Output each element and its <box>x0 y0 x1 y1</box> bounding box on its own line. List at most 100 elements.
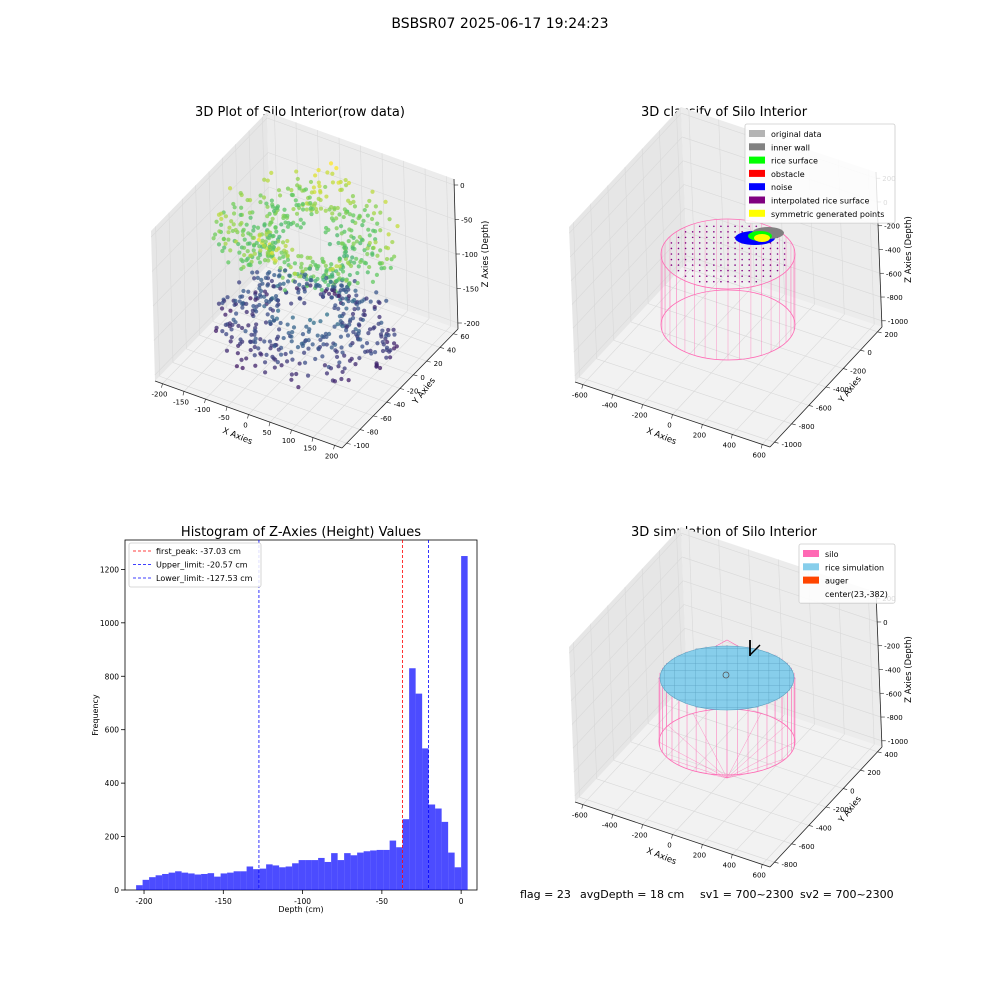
plot1-point <box>258 248 263 253</box>
plot2-x-tick-label: 200 <box>693 431 706 439</box>
plot2-legend-swatch <box>749 143 765 151</box>
plot2-interp-point <box>734 242 736 244</box>
plot2-interp-point <box>713 236 715 239</box>
plot2-interp-point <box>720 247 722 250</box>
plot1-point <box>239 220 244 226</box>
plot1-point <box>279 352 284 357</box>
plot1-point <box>370 189 375 194</box>
plot2-interp-point <box>670 258 673 261</box>
plot-classify-3d: 3D classify of Silo Interior -600 -400 -200… <box>569 105 914 459</box>
plot3-bar <box>266 864 273 890</box>
plot2-x-tick <box>671 414 673 419</box>
plot1-point <box>253 290 258 295</box>
plot2-z-axis-label: Z Axies (Depth) <box>904 216 914 283</box>
plot1-point <box>356 264 361 269</box>
plot1-point <box>302 350 307 355</box>
plot1-point <box>269 170 274 175</box>
plot1-point <box>216 301 222 306</box>
plot1-point <box>251 224 257 229</box>
plot-raw-3d: 3D Plot of Silo Interior(row data)-200-1… <box>150 105 491 460</box>
plot3-bar <box>188 873 195 890</box>
plot1-point <box>374 290 379 295</box>
plot1-point <box>358 337 363 342</box>
plot4-title: 3D simulation of Silo Interior <box>631 525 818 540</box>
plot1-point <box>328 161 334 166</box>
plot2-grid-z <box>569 136 683 258</box>
plot2-interp-point <box>727 264 729 266</box>
plot1-point <box>236 241 241 247</box>
plot1-point <box>273 240 278 245</box>
plot2-interp-point <box>727 242 729 244</box>
plot1-point <box>308 283 313 288</box>
plot1-point <box>303 187 309 192</box>
plot1-point <box>377 314 382 320</box>
plot1-point <box>323 208 328 213</box>
plot2-grid-z <box>686 255 882 322</box>
plot1-point <box>291 325 297 330</box>
plot1-y-tick <box>413 374 418 377</box>
plot4-x-tick <box>701 844 703 849</box>
plot1-point <box>289 372 294 377</box>
plot2-interp-point <box>698 264 701 266</box>
plot1-point <box>275 283 280 289</box>
plot1-point <box>336 180 341 185</box>
plot1-grid-y <box>266 266 454 335</box>
plot2-interp-point <box>783 253 786 255</box>
plot1-point <box>248 339 253 345</box>
plot3-legend-box <box>128 542 262 588</box>
plot3-bar <box>136 885 143 890</box>
plot1-point <box>240 232 246 238</box>
plot1-point <box>351 213 356 218</box>
plot1-point <box>346 198 351 203</box>
plot1-point <box>345 260 351 265</box>
plot2-legend-swatch <box>749 130 765 137</box>
plot4-grid-y <box>665 704 861 771</box>
plot1-point <box>273 294 279 299</box>
plot1-grid-y <box>159 375 347 444</box>
plot2-interp-point <box>783 247 786 250</box>
plot1-point <box>350 311 356 317</box>
plot1-point <box>326 227 331 232</box>
plot1-point <box>344 278 349 283</box>
plot1-point <box>340 369 345 375</box>
plot2-interp-point <box>698 231 701 233</box>
plot2-interp-point <box>677 258 680 261</box>
plot1-point <box>294 286 300 291</box>
plot1-point <box>228 248 233 253</box>
plot1-point <box>300 343 305 349</box>
plot1-point <box>366 331 371 336</box>
plot1-point <box>298 296 303 301</box>
plot3-bar <box>402 819 410 890</box>
plot2-x-tick-label: 0 <box>667 422 671 430</box>
plot1-point <box>216 242 222 247</box>
plot1-point <box>324 342 329 347</box>
plot1-grid-y <box>186 348 374 417</box>
plot1-point <box>350 219 355 224</box>
plot2-interp-point <box>684 269 687 272</box>
plot1-point <box>394 344 399 349</box>
plot1-point <box>300 332 306 337</box>
plot1-point <box>339 345 344 350</box>
plot1-point <box>217 229 222 234</box>
plot2-interp-point <box>734 225 736 228</box>
plot2-legend-swatch <box>749 196 765 204</box>
plot1-point <box>279 222 284 227</box>
plot1-point <box>307 195 312 200</box>
plot1-point <box>280 275 285 280</box>
plot3-y-tick-label: 0 <box>114 886 119 895</box>
plot1-point <box>266 258 271 263</box>
plot1-point <box>334 216 339 221</box>
plot4-silo-cone <box>726 713 762 779</box>
plot1-point <box>318 197 323 203</box>
plot2-y-tick-label: -200 <box>850 368 866 376</box>
plot1-point <box>276 188 282 193</box>
plot1-point <box>282 288 288 293</box>
plot1-point <box>350 246 355 251</box>
plot3-bar <box>396 847 403 890</box>
plot1-point <box>375 221 380 226</box>
plot2-interp-point <box>734 253 736 255</box>
plot1-point <box>326 291 332 296</box>
plot1-point <box>255 270 260 275</box>
plot1-point <box>289 339 294 344</box>
plot1-point <box>302 286 307 291</box>
